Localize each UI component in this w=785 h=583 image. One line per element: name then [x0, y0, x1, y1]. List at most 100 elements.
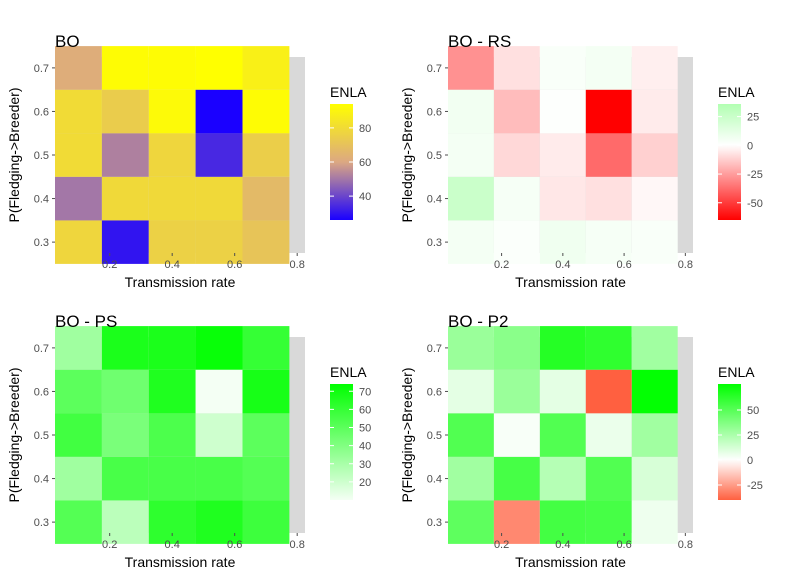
legend-tick-label: -25	[747, 169, 763, 181]
heatmap-tile	[148, 456, 196, 501]
heatmap-tile	[493, 413, 540, 457]
legend-tick-label: 30	[359, 459, 371, 471]
heatmap-tile	[493, 456, 540, 501]
heatmap-tile	[585, 500, 632, 544]
heatmap-tile	[493, 369, 540, 414]
heatmap-tile	[539, 89, 586, 134]
legend-title: ENLA	[718, 84, 755, 100]
heatmap-tile	[101, 456, 149, 501]
legend-tick-label: 50	[747, 405, 759, 417]
heatmap-tile	[493, 220, 540, 264]
heatmap-tile	[448, 500, 494, 544]
legend-tick-label: 20	[359, 477, 371, 489]
panel-4: 0.3 0.4 0.5 0.6 0.7 0.2 0.4 0.6 0.8 BO - P2 Transm…	[399, 312, 763, 570]
heatmap-tile	[148, 326, 196, 370]
heatmap-tile	[55, 369, 102, 414]
heatmap-tile	[448, 369, 494, 414]
heatmap-tile	[493, 133, 540, 177]
heatmap-tile	[242, 500, 290, 544]
legend-tick-label: 0	[747, 140, 753, 152]
heatmap-tile	[539, 326, 586, 370]
y-tick-label: 0.7	[427, 63, 442, 75]
heatmap-tile	[195, 456, 243, 501]
heatmap-tile	[539, 176, 586, 221]
heatmap-tile	[539, 413, 586, 457]
heatmap-tile	[148, 176, 196, 221]
heatmap-tile	[631, 89, 678, 134]
heatmap-tile	[195, 176, 243, 221]
heatmap-tile	[448, 413, 494, 457]
heatmap-tile	[148, 500, 196, 544]
x-tick-label: 0.4	[165, 259, 180, 271]
heatmap-tile	[242, 46, 290, 90]
heatmap-tile	[631, 326, 678, 370]
heatmap-tile	[101, 46, 149, 90]
y-tick-label: 0.3	[427, 517, 442, 529]
y-axis-title: P(Fledging->Breeder)	[6, 367, 22, 502]
legend-title: ENLA	[718, 364, 755, 380]
chart-title: BO	[55, 32, 80, 51]
heatmap-tile	[493, 326, 540, 370]
x-tick-label: 0.6	[616, 539, 631, 551]
heatmap-tile	[539, 500, 586, 544]
legend-colorbar	[718, 104, 741, 220]
heatmap-tile	[242, 133, 290, 177]
heatmap-tile	[242, 89, 290, 134]
y-tick-label: 0.5	[34, 150, 49, 162]
legend-tick-label: 0	[747, 455, 753, 467]
heatmap-tile	[195, 413, 243, 457]
legend-tick-label: 60	[359, 157, 371, 169]
heatmap-tile	[148, 220, 196, 264]
legend-tick-label: 40	[359, 191, 371, 203]
chart-title: BO - RS	[448, 32, 511, 51]
x-tick-label: 0.4	[555, 539, 570, 551]
heatmap-tile	[242, 176, 290, 221]
y-tick-label: 0.4	[427, 194, 442, 206]
x-tick-label: 0.2	[494, 539, 509, 551]
y-tick-label: 0.4	[34, 194, 49, 206]
heatmap-tile	[148, 133, 196, 177]
legend-title: ENLA	[330, 84, 367, 100]
heatmap-tile	[195, 220, 243, 264]
heatmap-tile	[493, 176, 540, 221]
legend-tick-label: -50	[747, 198, 763, 210]
heatmap-tile	[493, 46, 540, 90]
legend-tick-label: -25	[747, 480, 763, 492]
y-tick-label: 0.5	[34, 430, 49, 442]
heatmap-tile	[242, 456, 290, 501]
heatmap-tile	[55, 326, 102, 370]
heatmap-tile	[55, 413, 102, 457]
heatmap-tile	[539, 220, 586, 264]
heatmap-tile	[195, 326, 243, 370]
y-tick-label: 0.7	[34, 343, 49, 355]
heatmap-tile	[242, 326, 290, 370]
x-tick-label: 0.8	[678, 259, 693, 271]
heatmap-tile	[448, 176, 494, 221]
heatmap-tile	[631, 176, 678, 221]
panel-1: 0.3 0.4 0.5 0.6 0.7 0.2 0.4 0.6 0.8 BO Transmissio…	[6, 32, 371, 290]
heatmap-tile	[195, 369, 243, 414]
heatmap-tile	[539, 133, 586, 177]
heatmap-tile	[631, 133, 678, 177]
heatmap-tile	[101, 89, 149, 134]
heatmap-tile	[585, 46, 632, 90]
y-tick-label: 0.7	[427, 343, 442, 355]
y-tick-label: 0.6	[34, 106, 49, 118]
heatmap-tile	[448, 220, 494, 264]
x-axis-title: Transmission rate	[125, 554, 236, 570]
heatmap-tile	[55, 220, 102, 264]
heatmap-tile	[55, 89, 102, 134]
heatmap-tile	[195, 500, 243, 544]
heatmap-tile	[148, 413, 196, 457]
heatmap-tile	[585, 133, 632, 177]
heatmap-tile	[493, 500, 540, 544]
heatmap-tile	[493, 89, 540, 134]
y-tick-label: 0.3	[427, 237, 442, 249]
legend-tick-label: 25	[747, 430, 759, 442]
y-tick-label: 0.4	[34, 474, 49, 486]
heatmap-tile	[448, 456, 494, 501]
heatmap-tile	[55, 133, 102, 177]
x-tick-label: 0.4	[555, 259, 570, 271]
heatmap-tile	[148, 89, 196, 134]
